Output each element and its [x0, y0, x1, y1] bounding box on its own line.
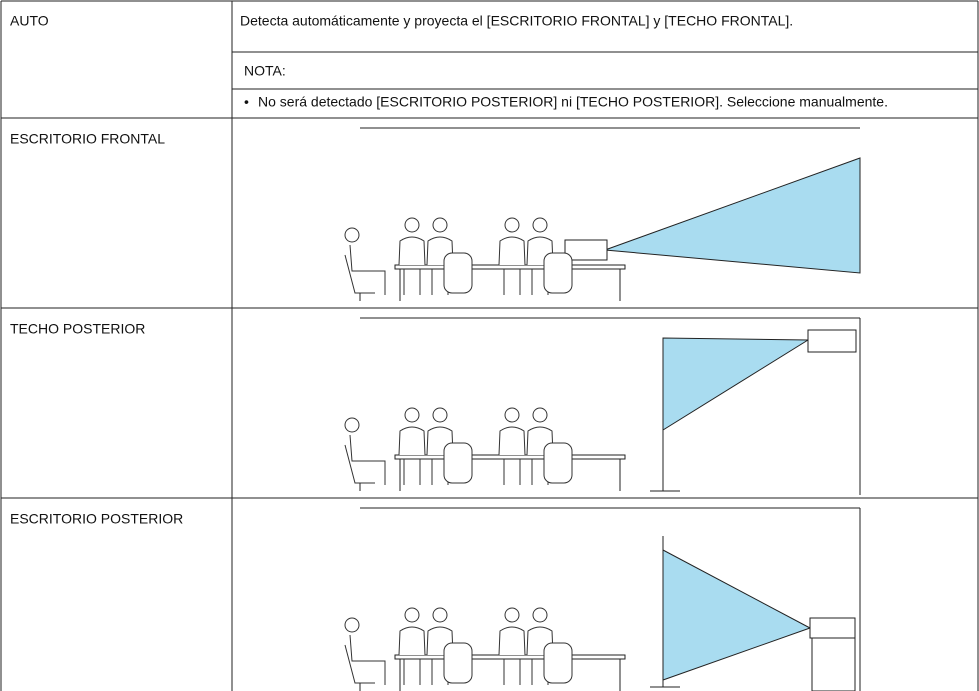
description: Detecta automáticamente y proyecta el [E… — [240, 13, 793, 29]
head — [404, 217, 420, 233]
head — [504, 407, 520, 423]
legs — [503, 459, 521, 485]
viewer — [344, 634, 386, 685]
head — [432, 607, 448, 623]
legs — [403, 659, 421, 685]
body — [498, 426, 526, 456]
head — [432, 407, 448, 423]
body — [398, 626, 426, 656]
head — [404, 407, 420, 423]
illustration — [344, 317, 861, 495]
table — [394, 654, 626, 660]
chair — [443, 442, 473, 484]
beam — [604, 157, 861, 274]
note-item: No será detectado [ESCRITORIO POSTERIOR]… — [258, 94, 888, 110]
illustration — [344, 127, 861, 301]
chair — [443, 252, 473, 294]
viewer — [344, 244, 386, 295]
head — [504, 217, 520, 233]
row-label: AUTO — [10, 13, 49, 29]
chair — [543, 252, 573, 294]
legs — [403, 459, 421, 485]
row-label: ESCRITORIO FRONTAL — [10, 131, 165, 147]
head — [344, 617, 360, 633]
note-title: NOTA: — [244, 63, 286, 79]
beam — [662, 337, 810, 431]
head — [344, 417, 360, 433]
legs — [503, 269, 521, 295]
projector — [564, 239, 608, 261]
table-legs — [399, 459, 621, 491]
body — [498, 236, 526, 266]
row-label: ESCRITORIO POSTERIOR — [10, 511, 183, 527]
chair — [543, 442, 573, 484]
head — [504, 607, 520, 623]
body — [398, 236, 426, 266]
table-legs — [399, 659, 621, 691]
chair — [543, 642, 573, 684]
illustration — [344, 507, 861, 691]
table — [394, 264, 626, 270]
beam — [662, 549, 812, 681]
head — [432, 217, 448, 233]
stand — [811, 637, 856, 691]
head — [532, 607, 548, 623]
projector — [807, 329, 857, 353]
head — [404, 607, 420, 623]
body — [398, 426, 426, 456]
viewer — [344, 434, 386, 485]
row-label: TECHO POSTERIOR — [10, 321, 145, 337]
legs — [503, 659, 521, 685]
head — [532, 217, 548, 233]
body — [498, 626, 526, 656]
table-legs — [399, 269, 621, 301]
projector — [809, 617, 856, 639]
head — [344, 227, 360, 243]
legs — [403, 269, 421, 295]
chair — [443, 642, 473, 684]
head — [532, 407, 548, 423]
bullet: • — [244, 94, 249, 110]
table — [394, 454, 626, 460]
